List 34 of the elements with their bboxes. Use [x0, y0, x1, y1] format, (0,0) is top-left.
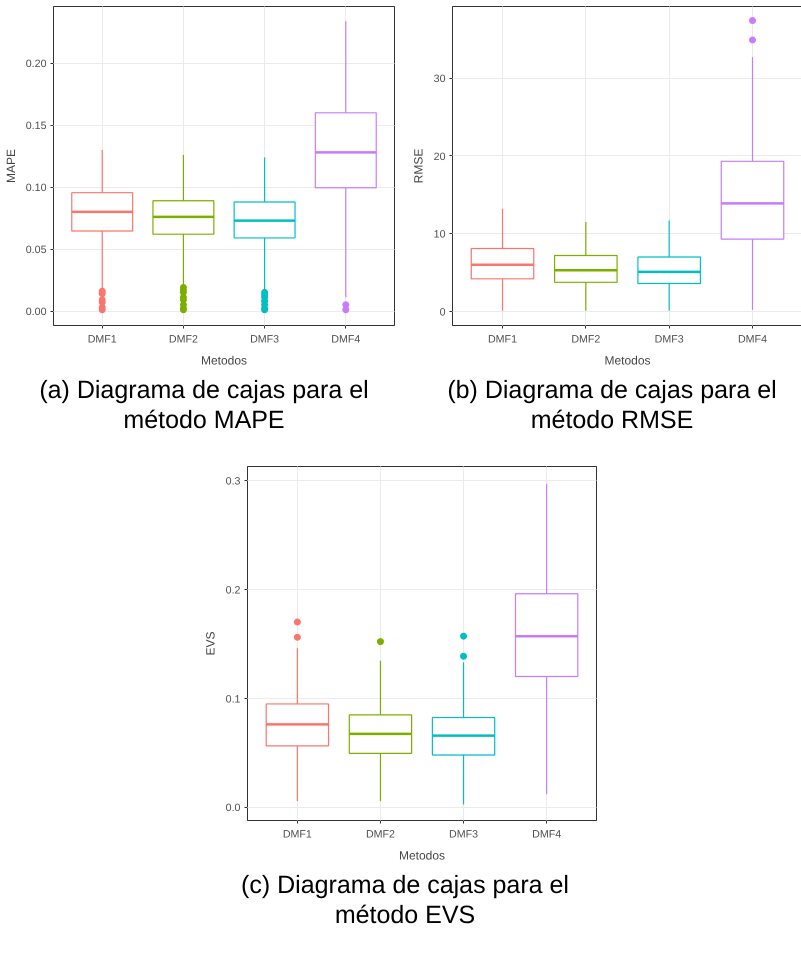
- x-axis-title: Metodos: [604, 354, 651, 368]
- x-tick-label: DMF3: [449, 828, 478, 840]
- y-tick-label: 0: [440, 306, 446, 318]
- x-axis-title: Metodos: [398, 848, 446, 862]
- x-tick-label: DMF3: [250, 334, 280, 346]
- text: (b) Diagrama de cajas para el método RMSE: [446, 375, 778, 435]
- x-tick-label: DMF2: [571, 334, 600, 346]
- x-tick-label: DMF3: [654, 334, 684, 346]
- y-tick-label: 20: [434, 150, 446, 163]
- x-tick-label: DMF2: [366, 828, 396, 840]
- text: (c) Diagrama de cajas para el método EVS: [240, 870, 570, 930]
- x-tick-label: DMF4: [331, 334, 360, 346]
- x-tick-label: DMF1: [88, 334, 117, 346]
- y-axis-title: MAPE: [4, 148, 18, 184]
- text: (a) Diagrama de cajas para el método MAPE: [38, 375, 370, 435]
- y-tick-label: 0.15: [26, 120, 47, 132]
- y-tick-label: 10: [434, 228, 446, 241]
- y-tick-label: 0.2: [226, 584, 241, 596]
- y-tick-label: 0.20: [26, 58, 47, 70]
- x-tick-label: DMF1: [488, 334, 518, 346]
- y-tick-label: 30: [434, 73, 446, 86]
- y-tick-label: 0.3: [226, 475, 241, 488]
- y-tick-label: 0.05: [26, 244, 47, 256]
- x-tick-label: DMF1: [282, 828, 312, 840]
- y-tick-label: 0.00: [26, 306, 47, 318]
- y-axis-title: RMSE: [412, 148, 426, 184]
- x-tick-label: DMF4: [532, 828, 562, 840]
- y-tick-label: 0.0: [226, 802, 241, 814]
- y-tick-label: 0.10: [26, 182, 47, 194]
- x-tick-label: DMF4: [738, 334, 768, 346]
- y-axis-title: EVS: [204, 631, 218, 656]
- x-axis-title: Metodos: [200, 354, 248, 368]
- y-tick-label: 0.1: [226, 693, 241, 706]
- x-tick-label: DMF2: [168, 334, 198, 346]
